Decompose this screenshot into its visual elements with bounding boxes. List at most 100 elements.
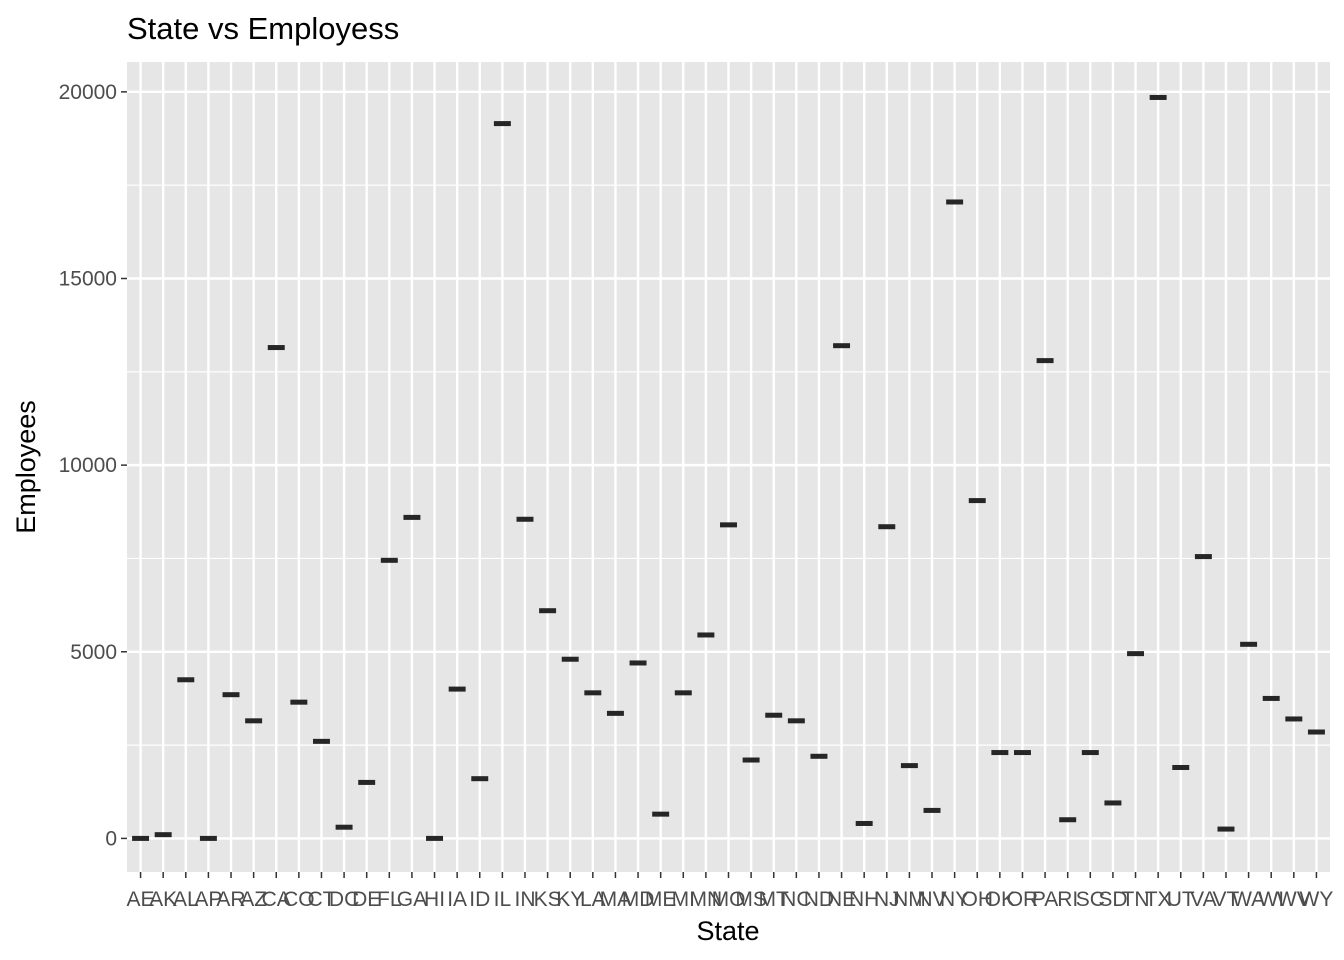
- box-AL: [177, 677, 195, 683]
- x-tick-label-IA: IA: [447, 888, 467, 911]
- x-tick-label-SD: SD: [1098, 888, 1127, 911]
- box-SD: [1104, 800, 1122, 806]
- box-RI: [1059, 817, 1077, 823]
- x-tick-label-OK: OK: [985, 888, 1015, 911]
- box-CA: [267, 345, 285, 351]
- y-tick-label: 10000: [59, 454, 117, 477]
- x-tick-label-DC: DC: [329, 888, 359, 911]
- x-tick-label-MD: MD: [622, 888, 655, 911]
- box-IL: [493, 121, 511, 127]
- box-MD: [629, 660, 647, 666]
- box-UT: [1172, 764, 1190, 770]
- x-tick-label-SC: SC: [1076, 888, 1105, 911]
- x-tick-label-WY: WY: [1300, 888, 1334, 911]
- x-tick-label-ME: ME: [645, 888, 677, 911]
- x-tick-label-AR: AR: [216, 888, 245, 911]
- box-WI: [1262, 695, 1280, 701]
- x-tick-label-CA: CA: [262, 888, 291, 911]
- box-VA: [1194, 554, 1212, 560]
- box-AK: [154, 832, 172, 838]
- y-axis: 0 5000 10000 15000 20000: [59, 81, 127, 850]
- x-tick-label-AP: AP: [194, 888, 222, 911]
- x-tick-label-DE: DE: [352, 888, 381, 911]
- box-NH: [855, 820, 873, 826]
- x-tick-label-UT: UT: [1167, 888, 1195, 911]
- box-OK: [991, 750, 1009, 756]
- box-PA: [1036, 358, 1054, 364]
- box-ID: [471, 776, 489, 782]
- box-AZ: [245, 718, 263, 724]
- box-MI: [674, 690, 692, 696]
- y-tick-label: 0: [105, 827, 117, 850]
- x-tick-label-NE: NE: [827, 888, 856, 911]
- x-axis-title: State: [696, 916, 759, 946]
- y-axis-title: Employees: [11, 400, 41, 534]
- x-tick-label-MN: MN: [690, 888, 723, 911]
- x-tick-label-GA: GA: [397, 888, 427, 911]
- box-IA: [448, 686, 466, 692]
- box-IN: [516, 516, 534, 522]
- x-tick-label-IN: IN: [514, 888, 535, 911]
- box-GA: [403, 514, 421, 520]
- x-tick-label-WI: WI: [1258, 888, 1284, 911]
- box-OR: [1013, 750, 1031, 756]
- x-tick-label-MA: MA: [600, 888, 632, 911]
- box-HI: [426, 835, 444, 841]
- box-NY: [946, 199, 964, 205]
- x-tick-label-MT: MT: [759, 888, 789, 911]
- box-NE: [833, 343, 851, 349]
- x-tick-label-CT: CT: [307, 888, 335, 911]
- grid-lines: [127, 62, 1330, 872]
- box-CT: [312, 738, 330, 744]
- box-NC: [787, 718, 805, 724]
- x-tick-label-HI: HI: [424, 888, 445, 911]
- box-WV: [1285, 716, 1303, 722]
- x-tick-label-AZ: AZ: [240, 888, 267, 911]
- box-SC: [1081, 750, 1099, 756]
- x-tick-label-TX: TX: [1145, 888, 1172, 911]
- x-tick-label-ND: ND: [804, 888, 834, 911]
- box-OH: [968, 498, 986, 504]
- x-tick-label-LA: LA: [580, 888, 606, 911]
- x-tick-label-AL: AL: [173, 888, 199, 911]
- box-MS: [742, 757, 760, 763]
- box-AE: [132, 835, 150, 841]
- box-TX: [1149, 94, 1167, 100]
- box-WA: [1240, 641, 1258, 647]
- x-tick-label-WA: WA: [1232, 888, 1265, 911]
- y-tick-label: 15000: [59, 267, 117, 290]
- x-tick-label-AK: AK: [149, 888, 177, 911]
- box-CO: [290, 699, 308, 705]
- box-TN: [1127, 651, 1145, 657]
- data-marks: [132, 94, 1325, 841]
- x-tick-label-NY: NY: [940, 888, 969, 911]
- box-MN: [697, 632, 715, 638]
- x-tick-label-RI: RI: [1057, 888, 1078, 911]
- x-tick-label-VA: VA: [1190, 888, 1216, 911]
- box-DC: [335, 824, 353, 830]
- x-tick-label-ID: ID: [469, 888, 490, 911]
- x-tick-label-KY: KY: [556, 888, 584, 911]
- box-NM: [900, 763, 918, 769]
- x-tick-label-WV: WV: [1277, 888, 1311, 911]
- chart-title: State vs Employess: [127, 11, 399, 46]
- x-tick-label-IL: IL: [494, 888, 512, 911]
- box-MT: [765, 712, 783, 718]
- y-tick-label: 5000: [70, 641, 117, 664]
- x-tick-label-PA: PA: [1032, 888, 1058, 911]
- x-tick-label-CO: CO: [283, 888, 315, 911]
- x-tick-label-OH: OH: [961, 888, 993, 911]
- x-tick-label-MI: MI: [672, 888, 695, 911]
- x-tick-label-NH: NH: [849, 888, 879, 911]
- box-ME: [652, 811, 670, 817]
- box-DE: [358, 779, 376, 785]
- x-tick-label-NM: NM: [893, 888, 926, 911]
- x-tick-label-NV: NV: [917, 888, 946, 911]
- box-VT: [1217, 826, 1235, 832]
- x-tick-label-KS: KS: [534, 888, 562, 911]
- box-AP: [199, 835, 217, 841]
- box-NV: [923, 807, 941, 813]
- box-FL: [380, 557, 398, 563]
- box-NJ: [878, 524, 896, 530]
